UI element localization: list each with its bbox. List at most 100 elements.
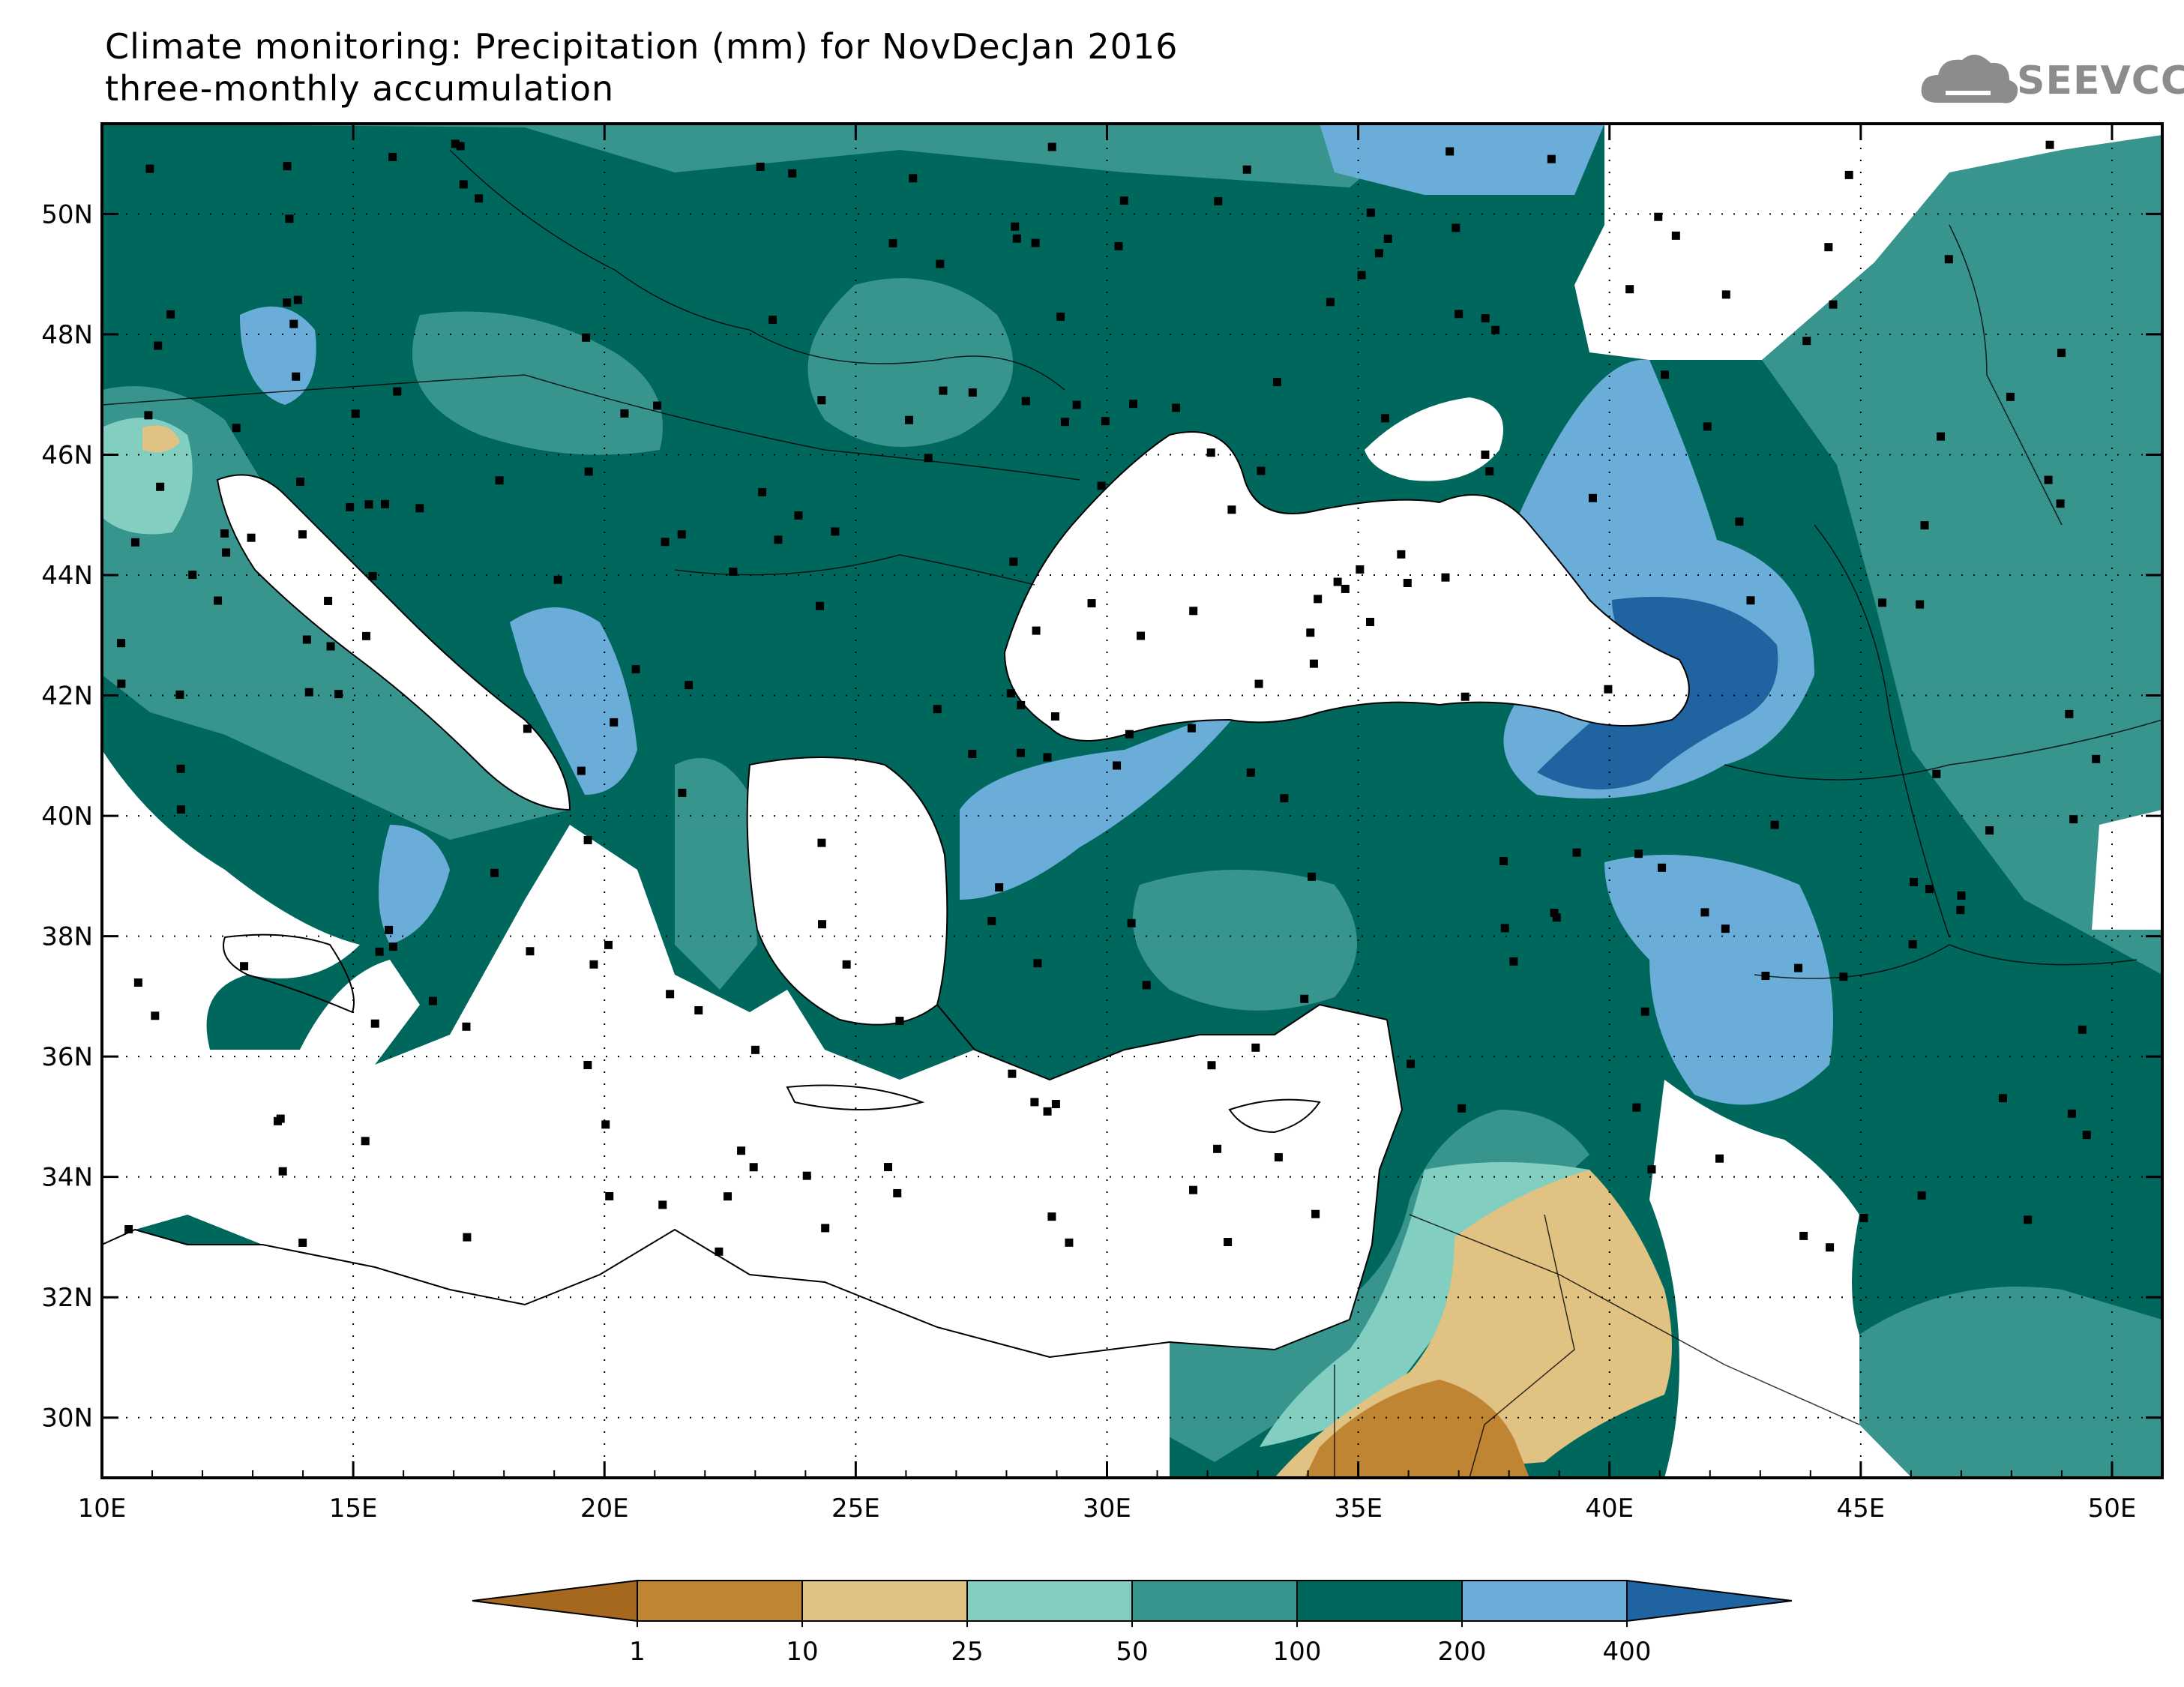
station-marker: [2056, 499, 2065, 508]
legend-swatch: [637, 1580, 803, 1622]
station-marker: [362, 631, 371, 640]
station-marker: [788, 169, 797, 178]
station-marker: [749, 1163, 758, 1172]
border-7: [1409, 1214, 1860, 1425]
station-marker: [1333, 577, 1342, 586]
station-marker: [884, 1163, 893, 1172]
station-marker: [247, 533, 256, 542]
station-marker: [1552, 913, 1561, 922]
station-marker: [462, 1022, 471, 1031]
station-marker: [1087, 599, 1096, 608]
station-marker: [1309, 659, 1318, 668]
cyprus-island: [1228, 1098, 1321, 1134]
station-marker: [968, 749, 977, 758]
station-marker: [1326, 298, 1335, 307]
station-marker: [364, 500, 373, 509]
legend-label: 50: [1116, 1637, 1148, 1667]
station-marker: [289, 319, 298, 328]
station-marker: [1300, 994, 1309, 1003]
sea-aegean: [747, 757, 948, 1025]
station-marker: [816, 601, 825, 610]
station-marker: [715, 1247, 724, 1256]
station-marker: [1011, 222, 1020, 231]
station-marker: [589, 960, 598, 969]
station-marker: [302, 635, 311, 644]
station-marker: [1129, 400, 1138, 409]
nodata-north-africa: [102, 1230, 1170, 1478]
station-marker: [895, 1017, 904, 1026]
station-marker: [1254, 679, 1263, 688]
crete-island: [786, 1084, 925, 1110]
station-marker: [124, 1224, 133, 1233]
lon-tick-labels: 10E 15E 20E 25E 30E 35E 40E 45E 50E: [78, 1494, 2137, 1524]
border-4: [674, 554, 1035, 586]
station-marker: [1008, 1069, 1017, 1078]
station-marker: [293, 295, 302, 304]
station-marker: [802, 1171, 811, 1180]
station-marker: [176, 805, 185, 814]
station-marker: [2044, 475, 2053, 484]
station-marker: [283, 298, 292, 307]
station-marker: [285, 214, 294, 223]
border-1: [102, 374, 1080, 481]
station-marker: [1647, 1165, 1656, 1174]
station-marker: [334, 690, 343, 699]
station-marker: [2006, 392, 2015, 401]
station-marker: [415, 504, 424, 513]
station-marker: [1826, 1243, 1835, 1252]
station-marker: [495, 476, 504, 485]
legend-swatch: [1461, 1580, 1628, 1622]
station-marker: [583, 1060, 592, 1069]
station-marker: [724, 1192, 732, 1201]
lat-tick-label: 46N: [41, 440, 93, 470]
legend-swatch: [966, 1580, 1133, 1622]
station-marker: [1829, 300, 1838, 309]
station-marker: [1910, 877, 1919, 886]
station-marker: [1137, 631, 1146, 640]
lat-tick-label: 38N: [41, 922, 93, 952]
station-marker: [232, 424, 241, 433]
station-marker: [1625, 285, 1634, 294]
lat-tick-label: 36N: [41, 1042, 93, 1072]
lon-tick-label: 35E: [1334, 1494, 1383, 1524]
station-marker: [475, 194, 484, 203]
station-marker: [694, 1005, 703, 1014]
station-marker: [1257, 466, 1266, 475]
station-marker: [582, 333, 591, 342]
station-marker: [1671, 231, 1680, 240]
station-marker: [1956, 906, 1965, 915]
station-marker: [1114, 241, 1123, 250]
graticule: [100, 124, 2163, 1478]
lat-tick-label: 40N: [41, 802, 93, 832]
station-marker: [1251, 1043, 1260, 1052]
lat-tick-label: 32N: [41, 1283, 93, 1313]
station-marker: [1721, 290, 1730, 299]
station-marker: [1455, 310, 1463, 319]
station-marker: [346, 502, 355, 511]
station-marker: [151, 1011, 160, 1020]
station-marker: [1142, 981, 1151, 990]
station-marker: [1397, 550, 1406, 559]
station-marker: [1213, 1144, 1222, 1153]
station-marker: [1187, 724, 1196, 733]
border-3: [749, 329, 1065, 391]
station-marker: [1341, 584, 1350, 593]
station-marker: [463, 1233, 472, 1242]
sea-adriatic: [217, 475, 570, 810]
station-marker: [1985, 826, 1994, 835]
station-marker: [388, 942, 397, 951]
legend-label: 400: [1603, 1637, 1652, 1667]
station-marker: [1457, 1104, 1466, 1113]
station-marker: [1172, 403, 1181, 412]
station-marker: [1009, 557, 1018, 566]
coast-black-sea: [1003, 431, 1690, 742]
legend-swatch: [1131, 1580, 1298, 1622]
station-marker: [1824, 243, 1833, 252]
station-marker: [1051, 1100, 1060, 1109]
legend-colorbar: 1 10 25 50 100 200 400: [472, 1579, 1793, 1667]
legend-arrow-low: [472, 1579, 638, 1623]
station-marker: [1491, 325, 1500, 334]
lat-tick-label: 44N: [41, 561, 93, 591]
station-marker: [794, 511, 803, 520]
station-marker: [176, 764, 185, 773]
